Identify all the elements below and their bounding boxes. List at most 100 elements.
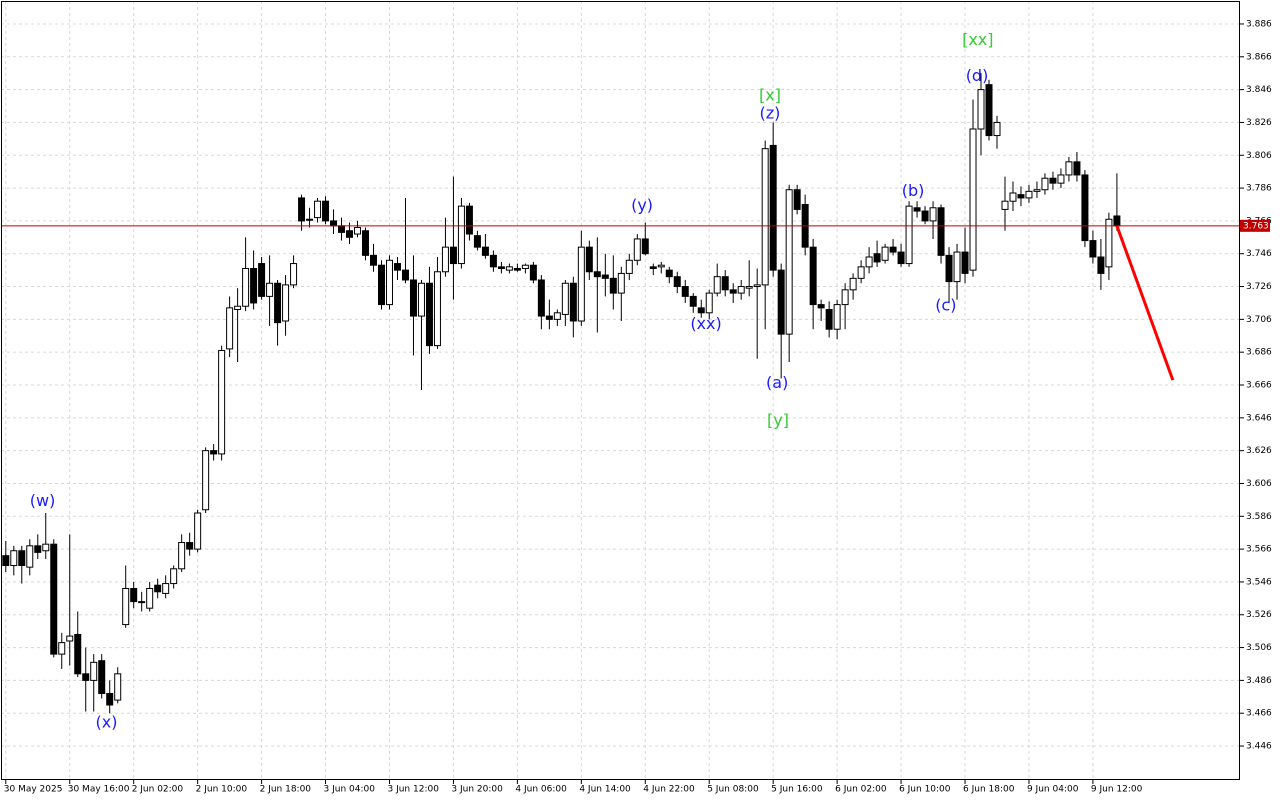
candle-body	[593, 271, 601, 278]
y-tick-label: 3.466	[1246, 709, 1272, 719]
x-tick-label: 6 Jun 18:00	[963, 785, 1015, 795]
candle-body	[529, 264, 537, 281]
y-tick-label: 3.526	[1246, 610, 1272, 620]
candle-body	[913, 207, 921, 212]
candle-body	[194, 512, 202, 550]
overlay: 3.763 (w) (x) (y) (xx) [x](z) (a) [y] (b) (c) (d) […	[1, 30, 1270, 732]
x-tick-label: 4 Jun 06:00	[515, 785, 567, 795]
x-tick-label: 3 Jun 12:00	[387, 785, 439, 795]
current-price-box	[1240, 219, 1270, 232]
candle-body	[673, 276, 681, 288]
candle-body	[346, 230, 354, 238]
candle-body	[82, 673, 90, 681]
candle-body	[977, 89, 985, 130]
candle-body	[721, 276, 729, 291]
candle-body	[170, 568, 178, 585]
y-tick-label: 3.666	[1246, 381, 1272, 391]
candle-body	[393, 263, 401, 271]
candle-body	[18, 550, 26, 567]
candle-body	[354, 226, 362, 235]
x-tick-label: 2 Jun 18:00	[260, 785, 312, 795]
candle-body	[681, 286, 689, 297]
x-tick-label: 3 Jun 04:00	[324, 785, 376, 795]
candle-body	[1105, 218, 1113, 268]
candle-body	[282, 284, 290, 322]
y-tick-label: 3.546	[1246, 577, 1272, 587]
candle-body	[42, 543, 50, 552]
x-tick-label: 3 Jun 20:00	[451, 785, 503, 795]
y-tick-label: 3.746	[1246, 249, 1272, 259]
candle-body	[425, 282, 433, 347]
candle-body	[26, 545, 34, 568]
candle-body	[649, 266, 657, 269]
x-tick-label: 9 Jun 04:00	[1027, 785, 1079, 795]
x-tick-label: 6 Jun 10:00	[899, 785, 951, 795]
candle-body	[401, 269, 409, 281]
candle-body	[561, 282, 569, 315]
candle-body	[298, 197, 306, 222]
candle-body	[713, 276, 721, 294]
candle-body	[897, 251, 905, 265]
candle-body	[449, 246, 457, 265]
y-tick-label: 3.866	[1246, 52, 1272, 62]
candle-body	[330, 220, 338, 227]
candle-body	[50, 543, 58, 655]
y-tick-label: 3.446	[1246, 742, 1272, 752]
candle-body	[585, 246, 593, 273]
candle-body	[761, 148, 769, 286]
candle-body	[146, 587, 154, 609]
wave-label: (w)	[30, 491, 56, 510]
candle-body	[617, 272, 625, 294]
candle-body	[1001, 200, 1009, 210]
candle-body	[1017, 194, 1025, 199]
y-tick-label: 3.726	[1246, 282, 1272, 292]
candle-body	[729, 289, 737, 294]
candle-body	[793, 189, 801, 210]
candle-body	[945, 254, 953, 283]
y-tick-label: 3.626	[1246, 446, 1272, 456]
wave-label: [y]	[767, 411, 789, 430]
y-tick-label: 3.806	[1246, 151, 1272, 161]
plot-frame	[1, 1, 1240, 780]
candle-body	[937, 207, 945, 256]
candle-body	[1089, 240, 1097, 258]
candle-body	[162, 583, 170, 594]
wave-label: (y)	[631, 196, 653, 215]
candle-body	[849, 277, 857, 291]
candle-body	[457, 205, 465, 265]
wave-label: (d)	[966, 66, 989, 85]
candle-body	[689, 295, 697, 307]
candle-body	[74, 633, 82, 675]
candle-body	[122, 587, 130, 626]
candle-body	[889, 246, 897, 253]
candle-body	[90, 661, 98, 681]
candle-body	[777, 269, 785, 335]
candle-body	[969, 128, 977, 271]
candle-body	[521, 264, 529, 269]
x-tick-label: 6 Jun 02:00	[835, 785, 887, 795]
candle-body	[753, 284, 761, 288]
y-tick-label: 3.886	[1246, 19, 1272, 29]
candle-body	[481, 246, 489, 256]
candle-body	[10, 550, 18, 567]
candle-body	[921, 210, 929, 222]
candle-body	[993, 121, 1001, 137]
candle-body	[290, 263, 298, 286]
candle-body	[226, 307, 234, 350]
candle-body	[274, 282, 282, 324]
candle-body	[809, 246, 817, 306]
candle-body	[865, 256, 873, 268]
candle-body	[1057, 174, 1065, 184]
candle-body	[513, 267, 521, 271]
candle-body	[1073, 161, 1081, 176]
candle-body	[817, 304, 825, 309]
candle-body	[737, 286, 745, 294]
candle-body	[66, 635, 74, 642]
candle-body	[953, 251, 961, 283]
candle-body	[657, 264, 665, 268]
forecast-line	[1115, 225, 1175, 381]
candle-body	[210, 450, 218, 455]
